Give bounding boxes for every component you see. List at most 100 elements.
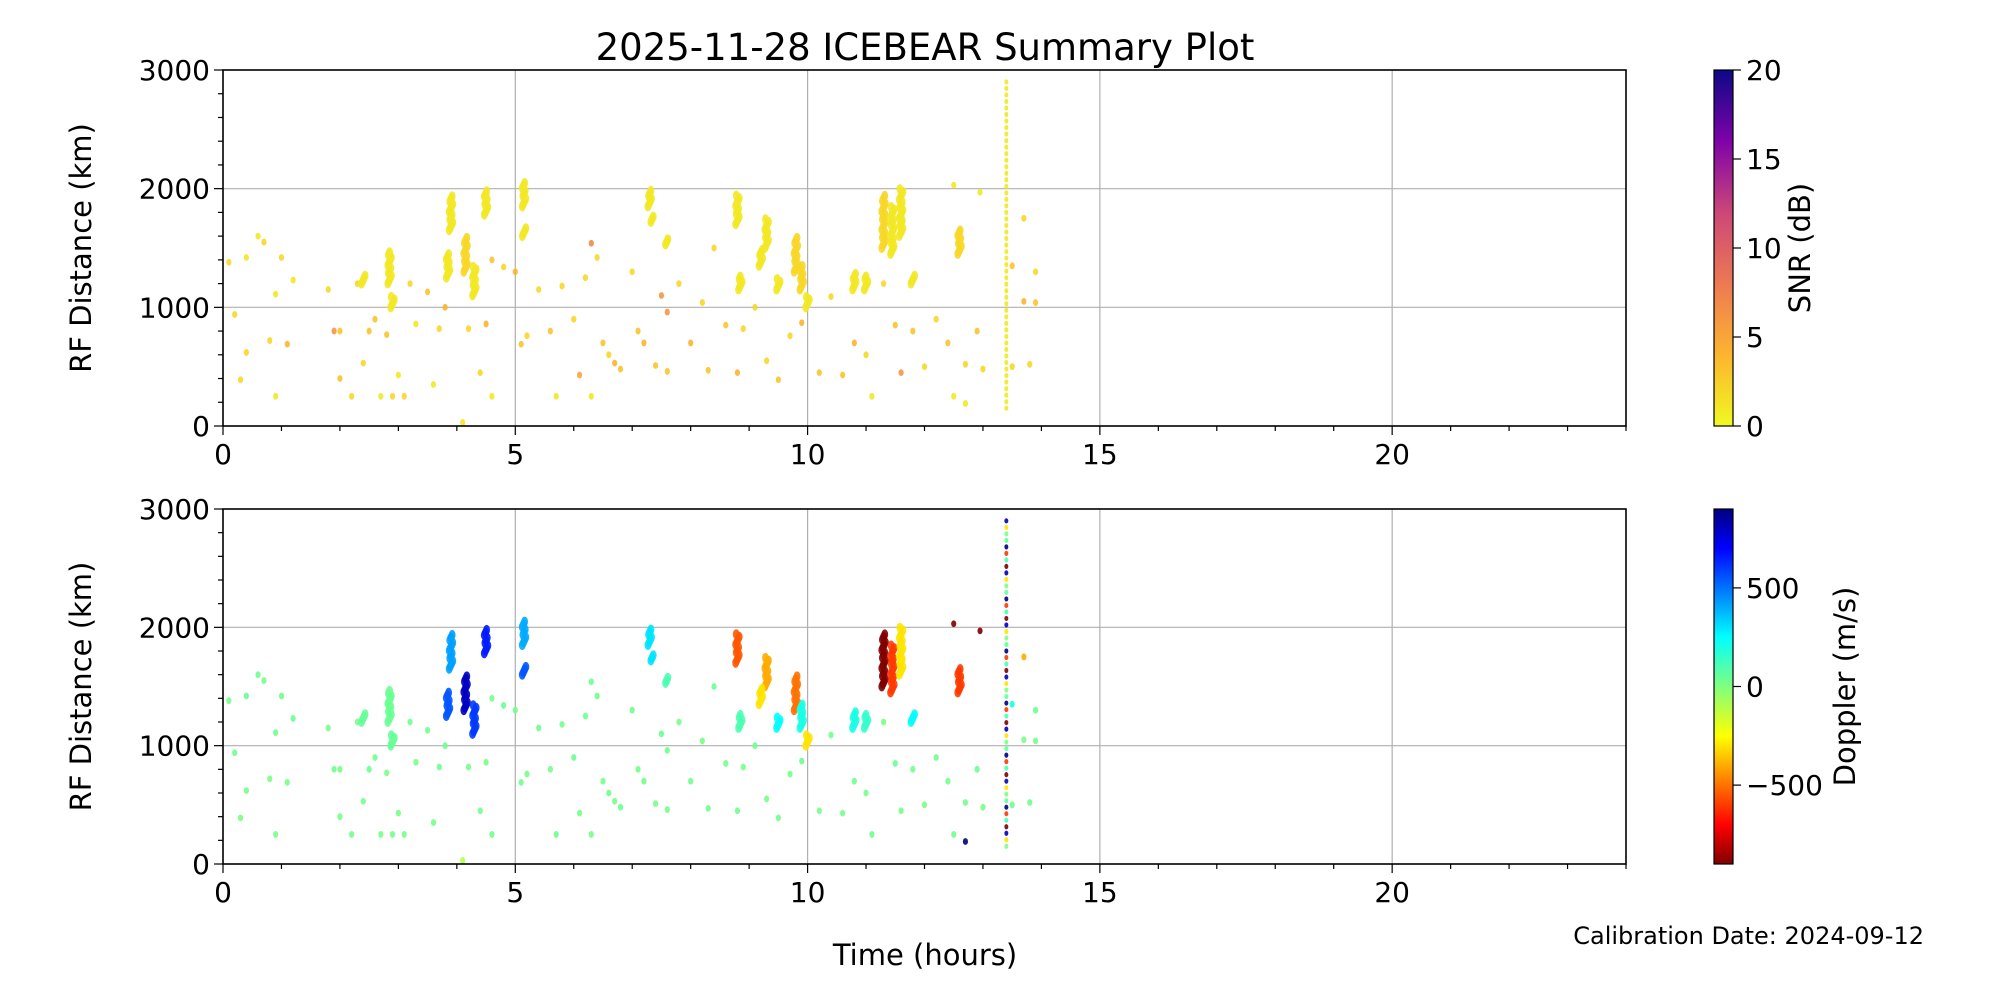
data-point xyxy=(588,678,594,686)
data-point xyxy=(430,819,437,826)
colorbar-tick-label: 5 xyxy=(1746,321,1764,354)
x-tick-label: 10 xyxy=(790,876,826,909)
cluster-point xyxy=(798,261,806,272)
data-point xyxy=(740,325,746,333)
data-point xyxy=(974,327,980,335)
data-point xyxy=(594,692,600,700)
data-point xyxy=(775,376,781,384)
data-point xyxy=(606,351,612,359)
colorbar-label: Doppler (m/s) xyxy=(1828,587,1862,787)
data-point xyxy=(898,369,904,376)
data-point xyxy=(752,742,758,750)
data-point xyxy=(910,327,916,335)
cluster-point xyxy=(1004,635,1009,641)
data-point xyxy=(255,232,261,240)
data-point xyxy=(980,365,986,373)
data-point xyxy=(524,332,530,340)
data-point xyxy=(226,258,232,266)
data-point xyxy=(1032,268,1039,276)
data-point xyxy=(910,765,916,773)
cluster-point xyxy=(1004,843,1009,849)
data-point xyxy=(711,244,717,252)
cluster-point xyxy=(1004,288,1009,294)
cluster-point xyxy=(1004,563,1009,569)
data-point xyxy=(278,254,285,261)
cluster-point xyxy=(732,629,740,640)
cluster-point xyxy=(802,291,810,302)
data-point xyxy=(851,339,857,347)
cluster-point xyxy=(1004,811,1009,817)
cluster-point xyxy=(1004,366,1009,372)
data-point xyxy=(699,737,705,745)
data-point xyxy=(977,188,983,196)
cluster-point xyxy=(1004,307,1009,313)
cluster-point xyxy=(1004,791,1009,797)
cluster-point xyxy=(1004,379,1009,385)
colorbar xyxy=(1713,69,1734,427)
cluster-point xyxy=(1004,544,1009,550)
data-point xyxy=(384,769,390,777)
cluster-point xyxy=(773,274,781,285)
x-tick-label: 5 xyxy=(506,876,524,909)
y-tick-label: 2000 xyxy=(139,173,210,206)
data-point xyxy=(974,765,980,773)
cluster-point xyxy=(1004,830,1009,836)
cluster-point xyxy=(1004,346,1009,353)
cluster-point xyxy=(1004,235,1009,242)
data-point xyxy=(290,715,296,722)
cluster-point xyxy=(448,629,456,640)
data-point xyxy=(273,392,279,400)
colorbar xyxy=(1713,508,1734,865)
data-point xyxy=(255,671,261,679)
data-point xyxy=(425,726,431,734)
cluster-point xyxy=(896,622,904,633)
cluster-point xyxy=(1004,255,1009,261)
x-tick-label: 0 xyxy=(214,876,232,909)
data-point xyxy=(360,359,366,367)
cluster-point xyxy=(448,191,456,202)
data-point xyxy=(1021,736,1027,744)
data-point xyxy=(512,706,518,714)
data-point xyxy=(980,803,986,811)
y-tick-label: 0 xyxy=(192,410,210,443)
cluster-point xyxy=(1004,765,1009,771)
data-point xyxy=(571,754,577,761)
data-point xyxy=(436,763,442,771)
cluster-point xyxy=(1004,576,1009,583)
data-point xyxy=(413,320,419,328)
cluster-point xyxy=(1004,196,1009,202)
cluster-point xyxy=(1004,719,1009,726)
data-point xyxy=(962,799,969,806)
cluster-point xyxy=(1004,124,1009,131)
scatter-points xyxy=(226,79,1039,426)
data-point xyxy=(962,400,969,407)
cluster-point xyxy=(1004,392,1009,398)
data-point xyxy=(641,777,647,785)
data-point xyxy=(863,789,869,797)
colorbar-tick-label: 0 xyxy=(1746,671,1764,704)
data-point xyxy=(460,857,466,864)
data-point xyxy=(635,765,641,773)
cluster-point xyxy=(1004,824,1009,830)
data-point xyxy=(945,777,951,785)
cluster-point xyxy=(1004,557,1009,563)
cluster-point xyxy=(1004,778,1009,784)
data-point xyxy=(284,340,290,348)
data-point xyxy=(512,268,518,276)
data-point xyxy=(389,392,396,400)
cluster-point xyxy=(521,616,529,627)
data-point xyxy=(401,831,407,838)
cluster-point xyxy=(1004,550,1009,556)
cluster-point xyxy=(762,214,769,225)
cluster-point xyxy=(1004,596,1009,602)
data-point xyxy=(921,363,928,371)
colorbar-tick-label: 10 xyxy=(1746,232,1782,265)
data-point xyxy=(465,763,472,771)
colorbar-tick-label: 500 xyxy=(1746,572,1799,605)
cluster-point xyxy=(1004,654,1009,661)
axes-frame xyxy=(222,69,1627,427)
data-point xyxy=(658,730,665,738)
data-point xyxy=(576,371,583,379)
data-point xyxy=(501,702,507,709)
